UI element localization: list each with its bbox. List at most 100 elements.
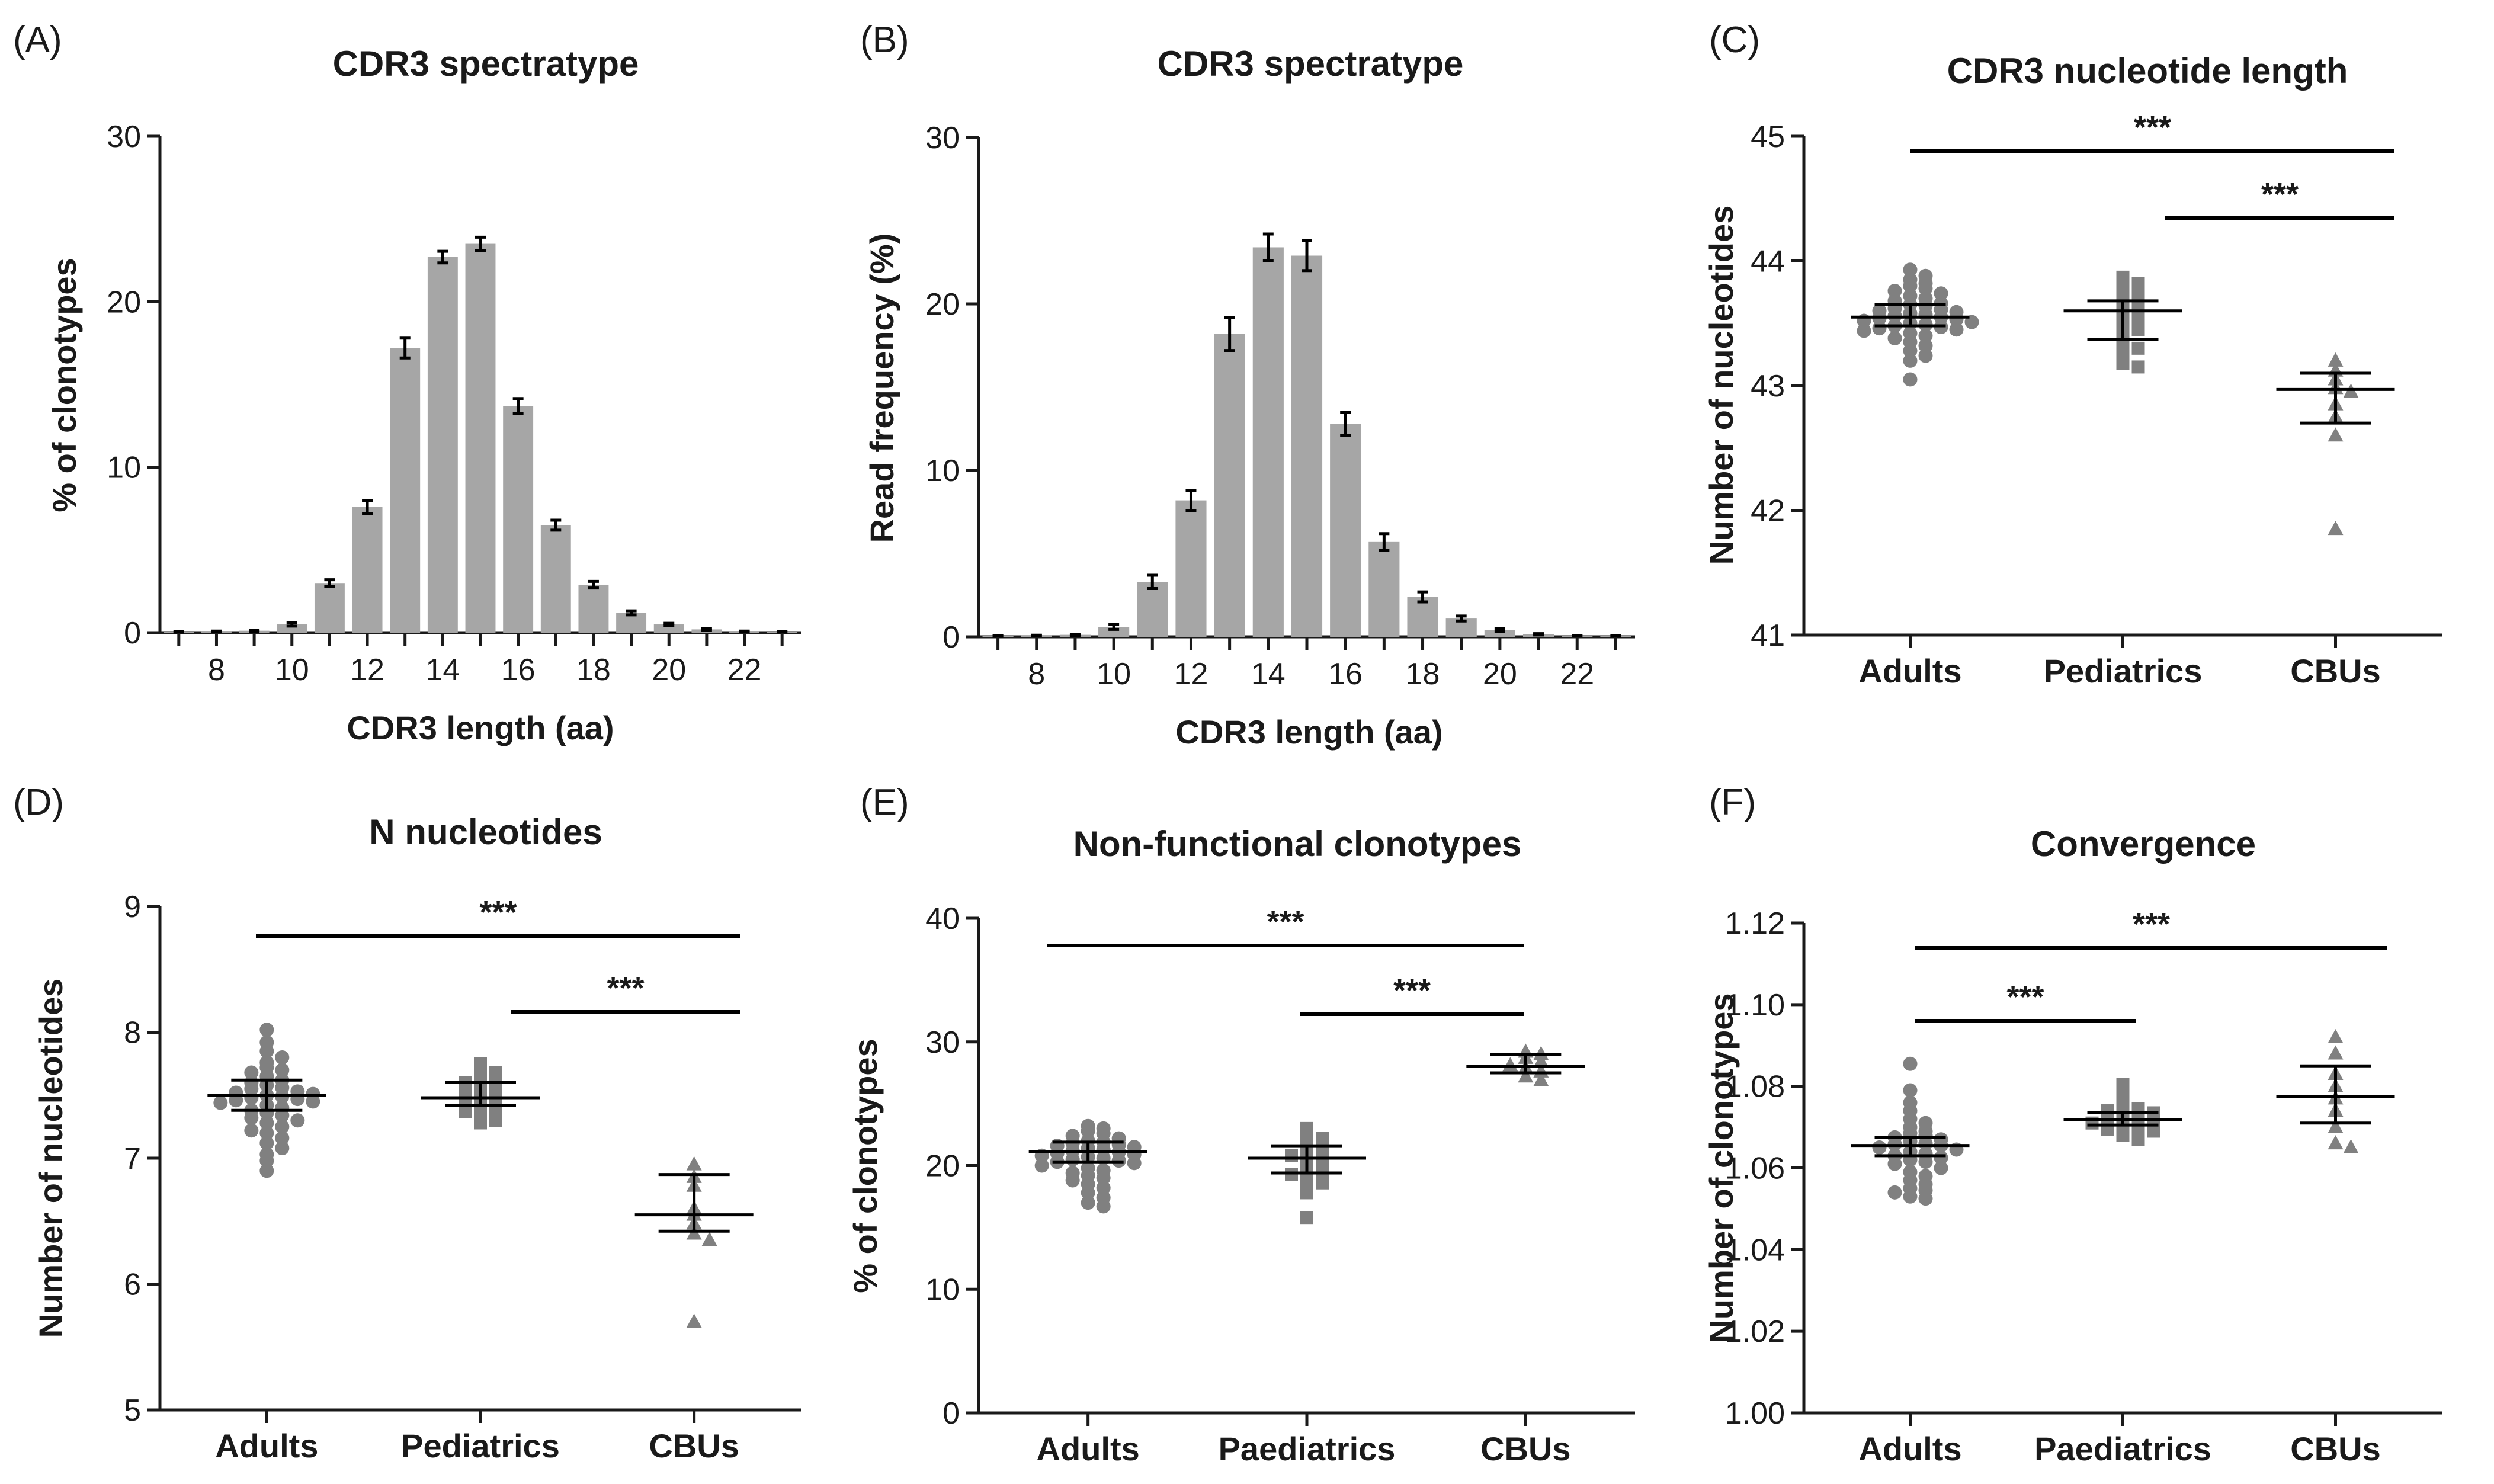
bar: [314, 583, 345, 633]
y-tick-label: 44: [1751, 245, 1785, 279]
panel-d: (D) N nucleotides 5 6 7 8 9 Number of nucleotid…: [13, 782, 801, 1464]
bar: [1252, 247, 1284, 637]
data-point: [1887, 284, 1902, 299]
data-point: [259, 1044, 274, 1059]
y-axis-label: % of clonotypes: [847, 1039, 884, 1293]
chart-title: CDR3 spectratype: [1158, 44, 1464, 84]
x-tick-label: 8: [208, 653, 225, 687]
y-tick-label: 1.10: [1725, 988, 1785, 1023]
data-point: [1934, 286, 1948, 301]
panel-letter: (E): [860, 782, 909, 823]
data-point: [1502, 1057, 1518, 1072]
x-tick-label: 8: [1028, 657, 1045, 691]
category-label: CBUs: [2290, 1430, 2380, 1467]
y-tick-label: 20: [107, 285, 141, 319]
x-tick-label: 16: [1328, 657, 1363, 691]
data-point: [2131, 310, 2145, 324]
x-tick-label: 10: [275, 653, 309, 687]
category-label: CBUs: [1480, 1430, 1570, 1467]
y-tick-label: 10: [107, 451, 141, 485]
data-point: [1949, 322, 1964, 337]
data-point: [1887, 1185, 1902, 1200]
x-tick-label: 12: [1174, 657, 1208, 691]
data-point: [2116, 281, 2130, 295]
data-point: [1081, 1185, 1095, 1200]
panel-e: (E) Non-functional clonotypes 0 10 20 30 40 % o…: [847, 782, 1635, 1467]
bar: [503, 406, 534, 633]
y-tick-label: 0: [943, 1396, 960, 1431]
category-label: Pediatrics: [2044, 652, 2203, 690]
data-point: [275, 1119, 290, 1134]
data-point: [2328, 1028, 2344, 1043]
y-tick-label: 10: [925, 454, 960, 488]
data-point: [1918, 1191, 1933, 1206]
x-tick-label: 16: [501, 653, 536, 687]
category-label: Adults: [215, 1427, 318, 1464]
y-tick-label: 7: [124, 1142, 141, 1176]
x-tick-label: 22: [727, 653, 762, 687]
y-axis-label: Read frequency (%): [863, 233, 900, 543]
category-label: Adults: [1858, 1430, 1961, 1467]
data-point: [2116, 270, 2130, 284]
data-point: [1096, 1181, 1111, 1195]
panel-letter: (B): [860, 20, 909, 60]
y-tick-label: 20: [925, 1149, 960, 1184]
data-point: [1316, 1164, 1329, 1177]
y-axis-label: % of clonotypes: [46, 258, 83, 512]
data-point: [1887, 1156, 1902, 1171]
significance-label: ***: [607, 970, 644, 1006]
bar: [1175, 500, 1207, 637]
data-point: [2328, 521, 2344, 536]
y-tick-label: 10: [925, 1273, 960, 1307]
data-point: [2131, 1133, 2145, 1146]
data-point: [474, 1116, 487, 1130]
y-axis-label: Number of clonotypes: [1703, 993, 1740, 1343]
bar: [1368, 541, 1400, 637]
chart-title: CDR3 spectratype: [333, 44, 639, 84]
y-axis-label: Number of nucleotides: [32, 979, 69, 1338]
data-point: [2116, 1078, 2130, 1091]
data-point: [1081, 1195, 1095, 1210]
data-point: [259, 1126, 274, 1140]
x-tick-label: 20: [652, 653, 686, 687]
data-point: [1127, 1156, 1142, 1171]
x-axis-label: CDR3 length (aa): [347, 709, 614, 746]
y-tick-label: 30: [107, 120, 141, 154]
data-point: [1096, 1171, 1111, 1185]
y-tick-label: 43: [1751, 369, 1785, 403]
significance-label: ***: [2134, 110, 2171, 145]
data-point: [1903, 262, 1918, 277]
bar: [1330, 424, 1361, 637]
data-point: [275, 1063, 290, 1078]
y-tick-label: 1.06: [1725, 1152, 1785, 1186]
y-tick-label: 9: [124, 890, 141, 924]
data-point: [1533, 1072, 1549, 1086]
data-point: [275, 1141, 290, 1155]
data-point: [2147, 1124, 2160, 1138]
y-axis-label: Number of nucleotides: [1703, 206, 1740, 565]
y-tick-label: 42: [1751, 494, 1785, 528]
x-tick-label: 14: [1251, 657, 1286, 691]
data-point: [290, 1113, 305, 1128]
data-point: [259, 1136, 274, 1150]
data-point: [1872, 1140, 1887, 1155]
x-tick-label: 18: [1406, 657, 1440, 691]
category-label: Adults: [1858, 652, 1961, 690]
data-point: [2131, 1120, 2145, 1134]
data-point: [1918, 328, 1933, 343]
y-tick-label: 1.04: [1725, 1233, 1785, 1267]
significance-label: ***: [2261, 177, 2299, 212]
category-label: Adults: [1037, 1430, 1140, 1467]
data-point: [489, 1101, 502, 1114]
data-point: [489, 1114, 502, 1127]
data-point: [1887, 331, 1902, 346]
data-point: [1934, 1161, 1948, 1175]
data-point: [1034, 1158, 1049, 1173]
bar: [1291, 255, 1323, 637]
data-point: [275, 1050, 290, 1065]
bar: [352, 507, 383, 633]
chart-title: Convergence: [2031, 824, 2256, 864]
significance-label: ***: [1393, 973, 1431, 1008]
bar: [1484, 630, 1515, 637]
